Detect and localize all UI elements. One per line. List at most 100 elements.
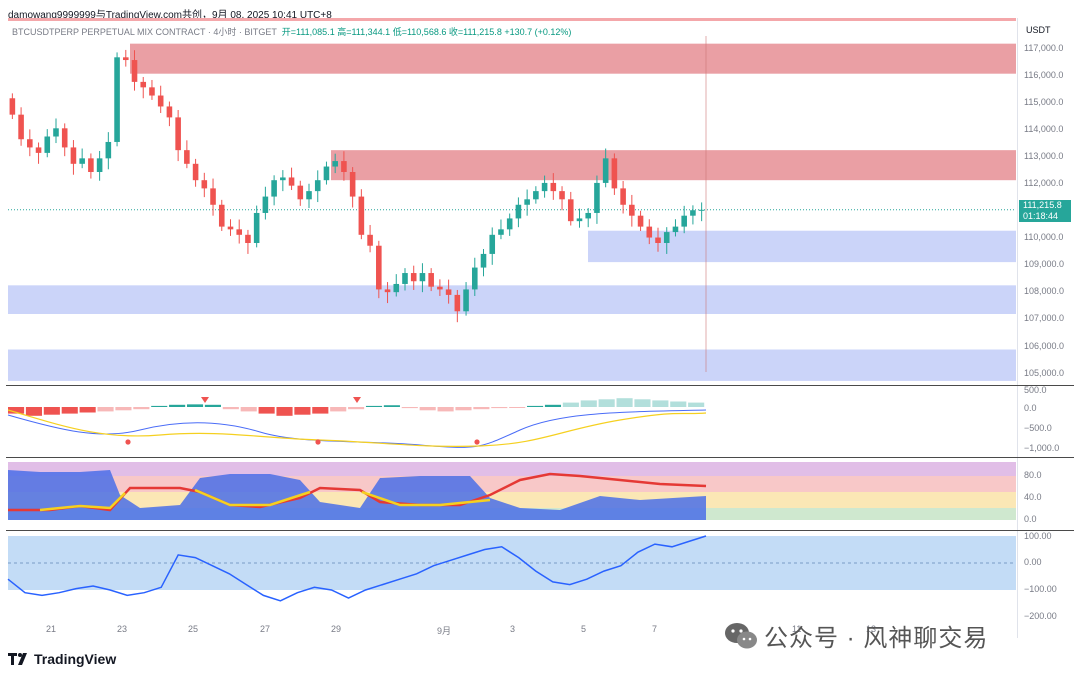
macd-histogram-bar xyxy=(276,407,293,416)
candle-body xyxy=(585,212,592,219)
candle-body xyxy=(620,188,626,205)
candle-body xyxy=(410,273,417,282)
price-tick: 109,000.0 xyxy=(1024,259,1065,269)
resistance-zone xyxy=(331,150,1016,181)
macd-histogram-bar xyxy=(43,407,60,415)
tradingview-logo[interactable]: TradingView xyxy=(8,651,116,667)
price-tick: 106,000.0 xyxy=(1024,341,1065,351)
candle-body xyxy=(393,283,400,293)
macd-histogram-bar xyxy=(204,404,221,407)
macd-histogram-bar xyxy=(222,407,239,410)
macd-histogram-bar xyxy=(580,400,597,407)
candle-body xyxy=(637,215,644,227)
candle-body xyxy=(480,253,487,268)
candle-body xyxy=(690,210,696,216)
price-tick: 112,000.0 xyxy=(1024,178,1064,188)
candle-body xyxy=(655,237,661,243)
candle-body xyxy=(53,128,59,137)
bar-countdown: 01:18:44 xyxy=(1023,211,1059,221)
pane-separator[interactable] xyxy=(6,530,1074,531)
price-tick: 108,000.0 xyxy=(1024,286,1065,296)
rsi-tick: 40.0 xyxy=(1024,492,1042,502)
candle-body xyxy=(567,199,574,222)
candle-body xyxy=(349,172,356,197)
tradingview-logo-text: TradingView xyxy=(34,651,117,667)
pane-separator[interactable] xyxy=(6,457,1074,458)
candle-body xyxy=(576,218,583,222)
candle-body xyxy=(367,234,373,246)
price-tick: 113,000.0 xyxy=(1024,151,1064,161)
candle-body xyxy=(96,158,103,172)
signal-line xyxy=(7,409,707,447)
macd-down-marker xyxy=(353,397,361,403)
candle-body xyxy=(236,229,243,235)
cci-axis[interactable]: 100.00 0.00 −100.00 −200.00 xyxy=(1018,530,1080,621)
cci-tick: −200.00 xyxy=(1024,611,1057,621)
candle-body xyxy=(419,273,426,282)
candle-body xyxy=(27,139,33,148)
currency-label: USDT xyxy=(1026,25,1051,35)
candle-body xyxy=(681,215,687,227)
symbol-legend[interactable]: BTCUSDTPERP PERPETUAL MIX CONTRACT · 4小时… xyxy=(12,25,571,38)
candle-body xyxy=(210,188,216,205)
candle-body xyxy=(541,182,548,192)
candle-body xyxy=(131,60,138,82)
price-tick: 114,000.0 xyxy=(1024,124,1064,134)
ohlc-close: 收=111,215.8 xyxy=(448,27,502,37)
candle-body xyxy=(306,191,312,200)
pane-separator[interactable] xyxy=(6,385,1074,386)
support-zone xyxy=(8,285,1016,314)
price-tick: 105,000.0 xyxy=(1024,368,1065,378)
time-label: 25 xyxy=(188,624,199,634)
last-price-label: 111,215.8 01:18:44 xyxy=(1019,200,1071,222)
price-tick: 115,000.0 xyxy=(1024,97,1064,107)
candle-body xyxy=(35,147,42,153)
macd-histogram-bar xyxy=(491,407,508,409)
macd-tick: 500.0 xyxy=(1024,385,1047,395)
macd-tick: −1,000.0 xyxy=(1024,443,1060,453)
macd-histogram-bar xyxy=(151,405,168,407)
time-label: 27 xyxy=(260,624,271,634)
time-label: 13 xyxy=(866,624,877,634)
candle-body xyxy=(18,114,24,140)
candle-body xyxy=(201,180,208,189)
macd-histogram-bar xyxy=(688,402,705,407)
candle-body xyxy=(175,117,181,151)
candle-body xyxy=(70,147,77,164)
time-label: 9月 xyxy=(437,626,452,636)
candle-body xyxy=(253,212,260,243)
rsi-axis[interactable]: 80.0 40.0 0.0 xyxy=(1018,458,1080,530)
macd-histogram-bar xyxy=(186,404,204,407)
candle-body xyxy=(323,166,330,181)
support-zone xyxy=(8,349,1016,381)
macd-histogram-bar xyxy=(634,399,651,407)
candle-body xyxy=(402,273,408,284)
macd-histogram-bar xyxy=(509,407,526,408)
candle-body xyxy=(227,226,234,230)
macd-axis[interactable]: 500.0 0.0 −500.0 −1,000.0 xyxy=(1018,385,1080,457)
price-tick: 110,000.0 xyxy=(1024,232,1064,242)
macd-histogram-bar xyxy=(598,399,615,407)
top-accent-bar xyxy=(8,18,1016,21)
ohlc-high: 高=111,344.1 xyxy=(337,27,391,37)
candle-body xyxy=(122,57,129,61)
candle-body xyxy=(245,234,251,243)
candle-body xyxy=(61,128,68,148)
candle-body xyxy=(463,289,469,312)
rsi-overbought-band xyxy=(8,462,1016,476)
candle-body xyxy=(332,161,338,167)
support-zone xyxy=(588,230,1016,263)
price-axis[interactable]: 117,000.0 116,000.0 115,000.0 114,000.0 … xyxy=(1018,0,1080,385)
candle-body xyxy=(594,182,600,213)
wechat-icon xyxy=(725,622,757,648)
candle-body xyxy=(471,267,478,290)
macd-histogram-bar xyxy=(544,404,562,407)
rsi-tick: 80.0 xyxy=(1024,470,1042,480)
macd-histogram-bar xyxy=(527,405,544,407)
time-label: 7 xyxy=(652,624,658,634)
macd-histogram-bar xyxy=(401,407,418,409)
candle-body xyxy=(140,81,147,88)
macd-histogram-bar xyxy=(365,405,383,407)
